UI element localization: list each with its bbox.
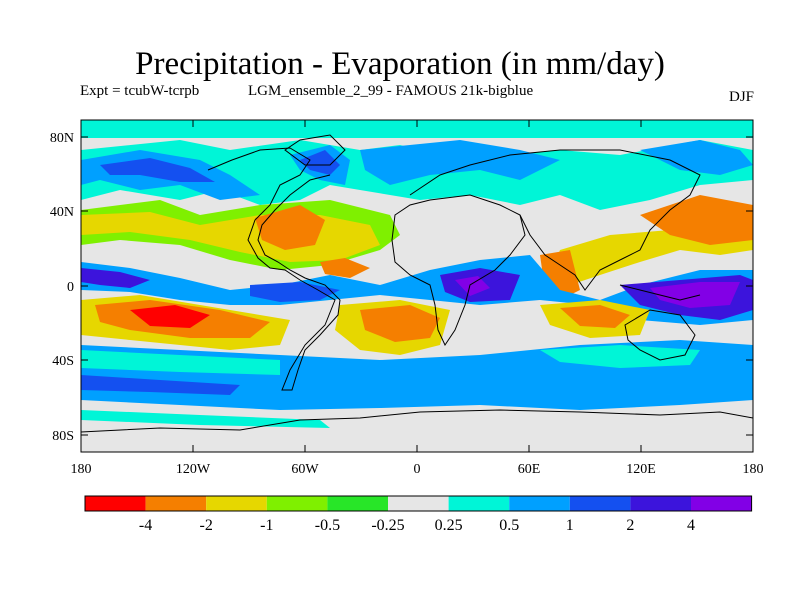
legend-swatch-4 xyxy=(266,496,328,511)
x-label-180w: 180 xyxy=(71,462,92,477)
experiment-label: Expt = tcubW-tcrpb xyxy=(80,83,200,99)
field-s-indian-cyan xyxy=(540,345,700,368)
legend-label-2: -2 xyxy=(200,517,213,534)
season-label: DJF xyxy=(728,89,754,105)
x-label-60e: 60E xyxy=(518,462,541,477)
y-tick-labels: 80N 40N 0 40S 80S xyxy=(50,131,74,444)
coast-africa xyxy=(391,194,526,347)
legend-swatch-2 xyxy=(145,496,207,511)
field-trade-orange xyxy=(320,258,370,278)
field-amazon-wet xyxy=(250,282,340,302)
legend-swatch-1 xyxy=(85,496,146,511)
field-se-pacific-red xyxy=(130,305,210,328)
legend-label-4: -0.5 xyxy=(315,517,340,534)
legend-swatch-5 xyxy=(327,496,388,511)
y-label-80n: 80N xyxy=(50,131,74,146)
field-n-atlantic-storm xyxy=(300,150,340,175)
legend-swatch-8 xyxy=(509,496,570,511)
coast-australia xyxy=(624,309,696,361)
y-label-40n: 40N xyxy=(50,205,74,220)
legend-swatch-3 xyxy=(206,496,267,511)
coast-antarctica xyxy=(81,409,753,433)
field-nw-pacific-orange xyxy=(640,195,753,245)
x-label-0: 0 xyxy=(414,462,421,477)
legend-label-6: 0.25 xyxy=(435,517,463,534)
coast-indonesia xyxy=(619,284,701,301)
field-s-atlantic-orange xyxy=(360,305,440,342)
legend-swatch-9 xyxy=(569,496,631,511)
x-tick-labels: 180 120W 60W 0 60E 120E 180 xyxy=(71,462,764,477)
field-congo-core xyxy=(455,276,490,296)
run-label: LGM_ensemble_2_99 - FAMOUS 21k-bigblue xyxy=(248,83,534,99)
legend-swatch-10 xyxy=(630,496,691,511)
coast-greenland xyxy=(284,134,346,166)
coast-eurasia xyxy=(409,149,701,291)
legend-label-1: -4 xyxy=(139,517,152,534)
legend-label-8: 1 xyxy=(566,517,574,534)
field-maritime-core xyxy=(650,282,740,308)
legend-labels: -4 -2 -1 -0.5 -0.25 0.25 0.5 1 2 4 xyxy=(139,517,695,534)
x-label-120e: 120E xyxy=(626,462,656,477)
legend-label-5: -0.25 xyxy=(371,517,404,534)
legend-label-9: 2 xyxy=(626,517,634,534)
field-n-pacific-storm xyxy=(100,158,215,182)
field-eurasia-blue xyxy=(360,140,560,185)
map-title: Precipitation - Evaporation (in mm/day) xyxy=(135,46,665,82)
field-s-indian-orange xyxy=(560,305,630,328)
legend-label-10: 4 xyxy=(687,517,695,534)
field-ne-pacific-blue xyxy=(640,140,753,175)
field-arctic-band xyxy=(81,120,753,138)
field-antarctic-cyan xyxy=(81,410,330,428)
precip-field xyxy=(81,120,753,452)
axis-ticks xyxy=(81,120,753,452)
legend-swatch-7 xyxy=(448,496,510,511)
field-central-pacific-wet xyxy=(81,268,150,288)
x-label-180e: 180 xyxy=(743,462,764,477)
field-southern-storm xyxy=(81,375,240,395)
x-label-60w: 60W xyxy=(291,462,319,477)
legend-label-3: -1 xyxy=(260,517,273,534)
x-label-120w: 120W xyxy=(176,462,211,477)
legend-swatch-6 xyxy=(388,496,449,511)
legend-frame xyxy=(84,495,753,512)
y-label-40s: 40S xyxy=(52,354,74,369)
field-equatorial-blue xyxy=(81,255,753,325)
coastlines xyxy=(81,134,753,433)
coast-americas xyxy=(207,147,341,391)
legend-swatch-11 xyxy=(691,496,752,511)
field-southern-cyan xyxy=(81,350,280,375)
field-n-atlantic-orange xyxy=(255,205,325,250)
y-label-0: 0 xyxy=(67,280,74,295)
legend-bar xyxy=(84,495,753,512)
y-label-80s: 80S xyxy=(52,429,74,444)
legend-label-7: 0.5 xyxy=(499,517,519,534)
